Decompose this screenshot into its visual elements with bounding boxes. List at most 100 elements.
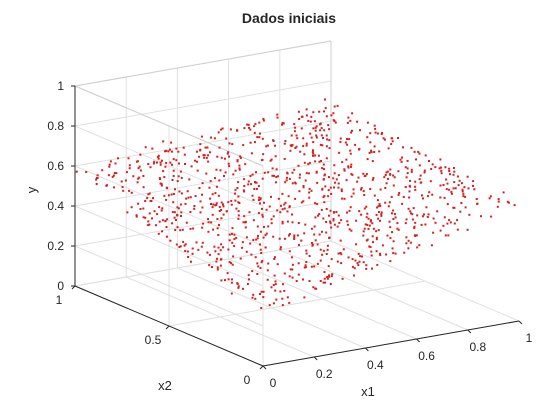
data-point: [288, 301, 291, 304]
data-point: [176, 214, 179, 217]
data-point: [175, 147, 178, 150]
data-point: [410, 146, 413, 149]
data-point: [386, 234, 389, 237]
data-point: [230, 203, 233, 206]
data-point: [384, 138, 386, 141]
data-point: [404, 186, 407, 188]
data-point: [349, 149, 352, 152]
data-point: [142, 175, 145, 177]
data-point: [310, 189, 313, 192]
data-point: [325, 208, 328, 210]
data-point: [214, 250, 217, 253]
data-point: [450, 190, 453, 193]
data-point: [293, 236, 296, 239]
data-point: [414, 188, 417, 191]
data-point: [302, 185, 305, 187]
data-point: [281, 208, 284, 211]
data-point: [417, 150, 420, 153]
data-point: [108, 165, 111, 168]
data-point: [327, 195, 330, 198]
data-point: [319, 248, 322, 251]
data-point: [264, 234, 267, 237]
data-point: [151, 217, 153, 220]
data-point: [376, 199, 379, 202]
data-point: [397, 228, 400, 231]
data-point: [138, 176, 141, 179]
data-point: [355, 219, 358, 222]
data-point: [165, 198, 168, 201]
data-point: [200, 135, 203, 138]
data-point: [180, 192, 183, 195]
data-point: [142, 186, 145, 189]
data-point: [472, 180, 475, 183]
data-point: [188, 178, 191, 181]
data-point: [332, 218, 335, 220]
data-point: [366, 136, 369, 139]
data-point: [446, 203, 449, 206]
data-point: [389, 168, 392, 171]
data-point: [139, 208, 142, 210]
data-point: [321, 187, 324, 190]
data-point: [127, 157, 130, 160]
data-point: [329, 283, 332, 285]
data-point: [187, 196, 190, 199]
data-point: [446, 222, 449, 225]
data-point: [310, 115, 313, 118]
data-point: [388, 201, 391, 204]
data-point: [256, 136, 259, 139]
data-point: [473, 188, 476, 191]
data-point: [297, 262, 300, 265]
data-point: [330, 192, 333, 195]
data-point: [307, 119, 310, 122]
data-point: [210, 203, 212, 205]
data-point: [391, 140, 394, 143]
data-point: [426, 216, 429, 218]
data-point: [456, 219, 459, 222]
data-point: [322, 281, 325, 284]
data-point: [285, 179, 288, 182]
data-point: [316, 243, 319, 246]
data-point: [324, 281, 326, 284]
data-point: [318, 233, 321, 236]
data-point: [177, 175, 180, 178]
data-point: [303, 161, 306, 164]
data-point: [323, 277, 326, 280]
data-point: [454, 187, 457, 190]
data-point: [250, 253, 253, 256]
data-point: [369, 246, 372, 248]
data-point: [295, 280, 298, 282]
data-point: [314, 160, 317, 163]
data-point: [448, 167, 451, 170]
data-point: [85, 171, 88, 173]
data-point: [305, 252, 308, 255]
data-point: [144, 146, 147, 149]
data-point: [207, 160, 210, 163]
data-point: [189, 196, 192, 199]
data-point: [252, 239, 255, 241]
data-point: [368, 151, 371, 154]
data-point: [217, 234, 220, 236]
data-point: [179, 245, 182, 248]
data-point: [135, 214, 138, 217]
data-point: [305, 114, 308, 117]
data-point: [227, 151, 230, 154]
box-edge: [74, 40, 332, 87]
data-point: [237, 181, 240, 184]
data-point: [389, 226, 392, 229]
data-point: [239, 156, 242, 159]
y-tick-label: 0: [244, 373, 251, 387]
data-point: [316, 203, 319, 206]
data-point: [348, 209, 351, 212]
data-point: [423, 171, 426, 174]
data-point: [302, 137, 305, 140]
data-point: [201, 241, 204, 244]
data-point: [358, 260, 361, 263]
data-point: [153, 210, 156, 213]
data-point: [334, 121, 337, 124]
data-point: [444, 234, 447, 237]
data-point: [316, 181, 319, 184]
data-point: [174, 229, 177, 231]
data-point: [249, 128, 252, 131]
data-point: [155, 224, 157, 227]
data-point: [341, 161, 344, 164]
